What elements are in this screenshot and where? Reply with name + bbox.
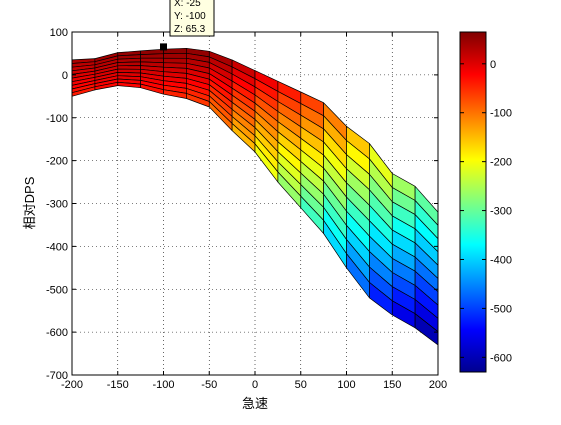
datatip[interactable]: X: -25 Y: -100 Z: 65.3 bbox=[160, 0, 215, 51]
datatip-z: Z: 65.3 bbox=[174, 24, 206, 35]
x-axis-label: 急速 bbox=[242, 396, 268, 411]
colorbar: 0 -100 -200 -300 -400 -500 -600 bbox=[459, 31, 512, 373]
x-tick-label: 50 bbox=[295, 379, 307, 391]
x-tick-label: -100 bbox=[152, 379, 174, 391]
x-tick-label: -200 bbox=[61, 379, 83, 391]
colorbar-tick-label: -100 bbox=[490, 108, 512, 120]
colorbar-tick-label: 0 bbox=[490, 59, 496, 71]
y-tick-label: -200 bbox=[46, 156, 68, 168]
y-tick-label: -700 bbox=[46, 370, 68, 382]
y-tick-label: 100 bbox=[50, 27, 68, 39]
surface-mesh bbox=[71, 47, 439, 346]
datatip-x: X: -25 bbox=[174, 0, 201, 9]
x-tick-label: 100 bbox=[337, 379, 355, 391]
y-axis-label: 相对DPS bbox=[22, 176, 37, 229]
colorbar-tick-label: -300 bbox=[490, 206, 512, 218]
surface-patch bbox=[117, 61, 141, 67]
x-tick-label: 0 bbox=[252, 379, 258, 391]
datatip-y: Y: -100 bbox=[174, 11, 206, 22]
colorbar-tick-label: -200 bbox=[490, 157, 512, 169]
x-tick-label: -50 bbox=[201, 379, 217, 391]
axis-ticks: -200 -150 -100 -50 0 50 100 150 2001000-100-200-… bbox=[46, 27, 447, 391]
x-tick-label: 200 bbox=[429, 379, 447, 391]
datatip-box bbox=[169, 0, 215, 37]
surface-patch bbox=[140, 53, 164, 59]
colorbar-gradient bbox=[459, 31, 487, 373]
surface-patch bbox=[163, 52, 187, 59]
y-tick-label: -500 bbox=[46, 284, 68, 296]
y-tick-label: -600 bbox=[46, 327, 68, 339]
x-tick-label: 150 bbox=[383, 379, 401, 391]
surface-patch bbox=[117, 65, 141, 70]
y-tick-label: -300 bbox=[46, 199, 68, 211]
y-tick-label: 0 bbox=[62, 70, 68, 82]
colorbar-tick-label: -500 bbox=[490, 303, 512, 315]
y-tick-label: -100 bbox=[46, 113, 68, 125]
y-tick-label: -400 bbox=[46, 241, 68, 253]
datatip-marker bbox=[160, 43, 167, 51]
colorbar-tick-label: -400 bbox=[490, 254, 512, 266]
x-tick-label: -150 bbox=[107, 379, 129, 391]
colorbar-tick-label: -600 bbox=[490, 352, 512, 364]
